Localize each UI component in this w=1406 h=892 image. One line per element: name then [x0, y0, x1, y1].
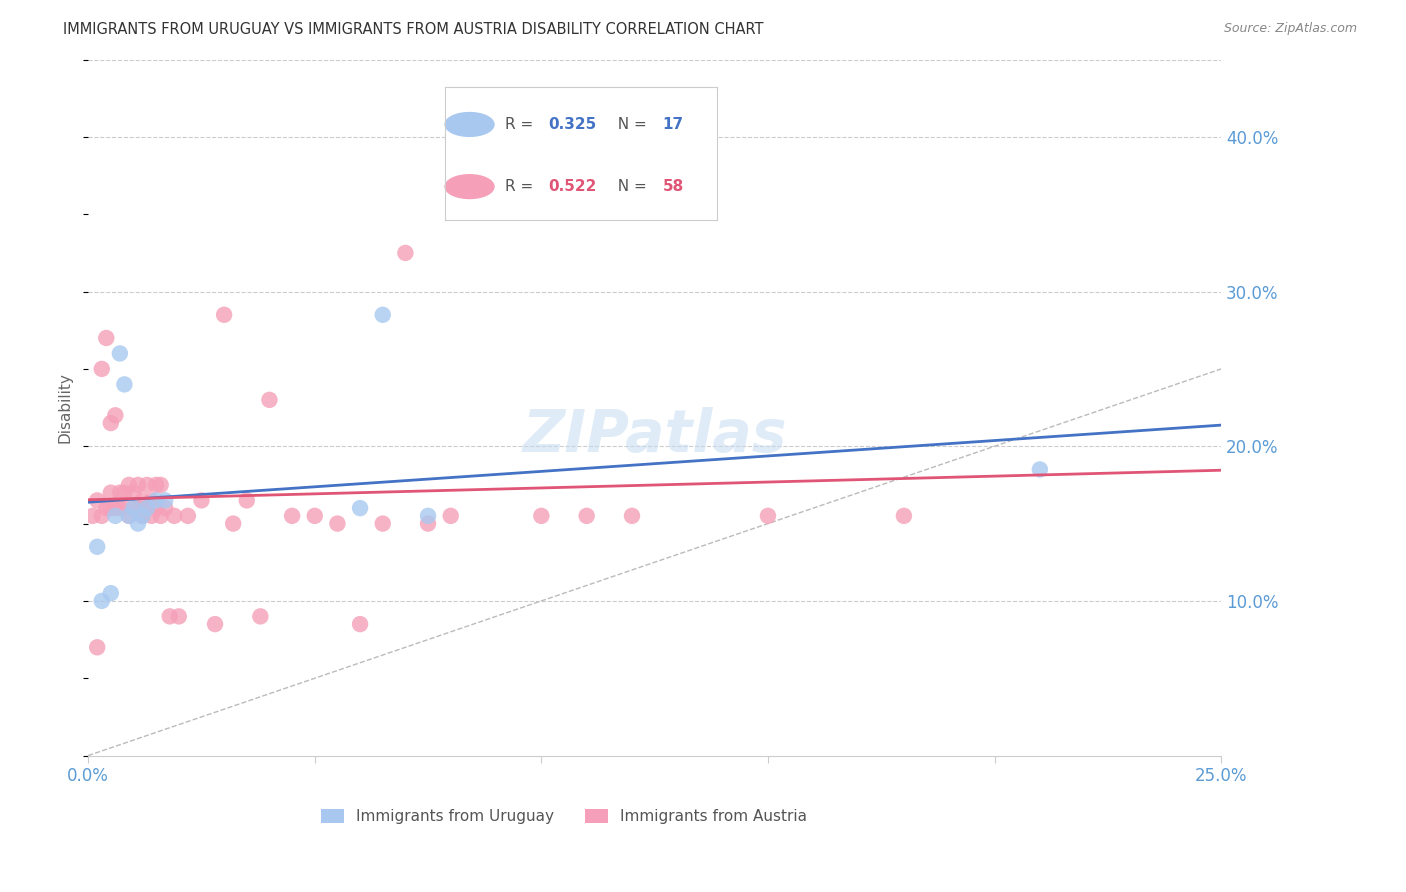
Point [575, 508, 598, 523]
Text: Source: ZipAtlas.com: Source: ZipAtlas.com [1223, 22, 1357, 36]
Point [394, 246, 416, 260]
Point [485, 177, 508, 191]
Point [136, 501, 159, 516]
Point [122, 485, 145, 500]
Point [1029, 462, 1052, 476]
Point [204, 617, 226, 632]
Point [122, 501, 145, 516]
Point [104, 508, 127, 523]
Point [530, 508, 553, 523]
Point [136, 501, 159, 516]
Point [756, 508, 779, 523]
Point [90, 508, 112, 523]
Point [222, 516, 245, 531]
Point [145, 478, 167, 492]
Point [112, 377, 135, 392]
Point [104, 501, 127, 516]
Point [136, 478, 159, 492]
Point [371, 308, 394, 322]
Text: ZIPatlas: ZIPatlas [523, 407, 787, 464]
Point [90, 362, 112, 376]
Point [349, 617, 371, 632]
Point [149, 508, 172, 523]
Point [82, 508, 104, 523]
Point [127, 516, 149, 531]
Point [86, 493, 108, 508]
Point [249, 609, 271, 624]
Point [90, 594, 112, 608]
Point [131, 508, 153, 523]
Point [100, 501, 122, 516]
Point [416, 516, 439, 531]
Point [112, 501, 135, 516]
Point [131, 493, 153, 508]
Point [893, 508, 915, 523]
Point [326, 516, 349, 531]
Point [118, 508, 141, 523]
Point [112, 485, 135, 500]
Point [153, 501, 176, 516]
Legend: Immigrants from Uruguay, Immigrants from Austria: Immigrants from Uruguay, Immigrants from… [321, 809, 807, 824]
Point [177, 508, 200, 523]
Point [259, 392, 281, 407]
Point [104, 409, 127, 423]
Point [159, 609, 181, 624]
Point [281, 508, 304, 523]
Point [86, 640, 108, 655]
Point [145, 493, 167, 508]
Point [163, 508, 186, 523]
Point [127, 478, 149, 492]
Point [440, 508, 463, 523]
Point [149, 478, 172, 492]
Y-axis label: Disability: Disability [58, 372, 72, 443]
Point [100, 485, 122, 500]
Point [416, 508, 439, 523]
Point [118, 478, 141, 492]
Text: IMMIGRANTS FROM URUGUAY VS IMMIGRANTS FROM AUSTRIA DISABILITY CORRELATION CHART: IMMIGRANTS FROM URUGUAY VS IMMIGRANTS FR… [63, 22, 763, 37]
Point [108, 501, 131, 516]
Point [108, 346, 131, 360]
Point [141, 508, 163, 523]
Point [100, 586, 122, 600]
Point [304, 508, 326, 523]
Point [190, 493, 212, 508]
Point [108, 485, 131, 500]
Point [118, 508, 141, 523]
Point [212, 308, 235, 322]
Point [236, 493, 259, 508]
Point [86, 540, 108, 554]
Point [620, 508, 643, 523]
Point [141, 493, 163, 508]
Point [349, 501, 371, 516]
Point [127, 501, 149, 516]
Point [96, 501, 118, 516]
Point [145, 501, 167, 516]
Point [100, 416, 122, 430]
Point [167, 609, 190, 624]
Point [371, 516, 394, 531]
Point [131, 508, 153, 523]
Point [96, 331, 118, 345]
Point [153, 493, 176, 508]
Point [122, 501, 145, 516]
